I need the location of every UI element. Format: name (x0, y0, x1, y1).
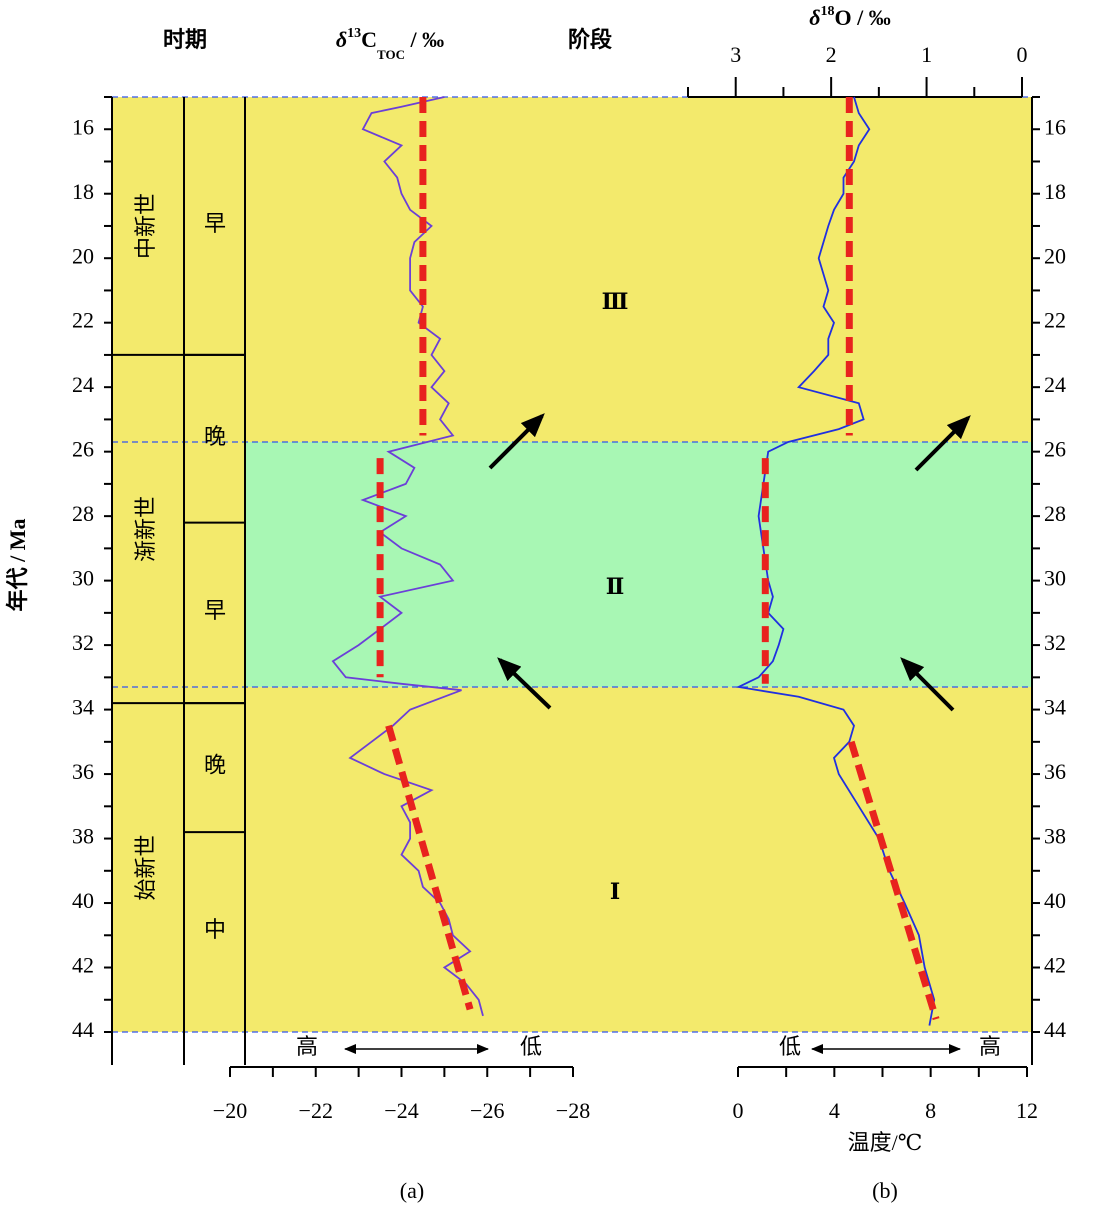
x-tick-label: 3 (730, 42, 741, 67)
panel-title-part: 18 (821, 4, 835, 19)
y-tick-label: 38 (72, 824, 94, 849)
stage-band (245, 441, 1032, 688)
y-tick-label: 34 (72, 695, 94, 720)
x-tick-label: −20 (213, 1098, 247, 1123)
direction-label: 高 (979, 1034, 1001, 1059)
trend-line (847, 740, 940, 1021)
panel-title-part: δ (336, 27, 347, 52)
y2-tick-label: 42 (1044, 953, 1066, 978)
y-tick-label: 42 (72, 953, 94, 978)
y2-tick-label: 28 (1044, 501, 1066, 526)
temperature-tick-label: 8 (925, 1098, 936, 1123)
y-tick-label: 26 (72, 437, 94, 462)
panel-title: δ18O / ‰ (809, 4, 891, 30)
y-tick-label: 40 (72, 888, 94, 913)
panel-label: (a) (400, 1178, 424, 1203)
y-tick-label: 24 (72, 372, 94, 397)
trend-arrow (914, 415, 971, 472)
y2-tick-label: 40 (1044, 888, 1066, 913)
y-tick-label: 44 (72, 1017, 94, 1042)
background (112, 97, 245, 1032)
stage-band (245, 97, 1032, 442)
data-line (331, 96, 484, 1017)
direction-label: 低 (779, 1034, 801, 1059)
y2-tick-label: 24 (1044, 372, 1066, 397)
y-tick-label: 36 (72, 759, 94, 784)
x-tick-label: −26 (470, 1098, 504, 1123)
temperature-tick-label: 12 (1016, 1098, 1038, 1123)
x-tick-label: −28 (556, 1098, 590, 1123)
y2-tick-label: 16 (1044, 114, 1066, 139)
panel-title-part: 13 (347, 26, 361, 41)
y2-tick-label: 30 (1044, 566, 1066, 591)
epoch-label: 始新世 (133, 835, 158, 901)
y2-tick-label: 18 (1044, 179, 1066, 204)
stage-label: Ⅱ (606, 574, 625, 599)
y-tick-label: 16 (72, 114, 94, 139)
y-tick-label: 22 (72, 308, 94, 333)
stage-header: 阶段 (568, 27, 612, 52)
subepoch-label: 中 (204, 917, 226, 942)
temperature-axis-label: 温度/℃ (848, 1130, 923, 1155)
y2-tick-label: 32 (1044, 630, 1066, 655)
epoch-label: 中新世 (133, 193, 158, 259)
panel-title-part: C (361, 27, 377, 52)
y2-tick-label: 20 (1044, 243, 1066, 268)
column-fill (112, 97, 245, 1032)
y2-tick-label: 38 (1044, 824, 1066, 849)
subepoch-label: 晚 (204, 424, 226, 449)
y-tick-label: 30 (72, 566, 94, 591)
trend-arrow (497, 657, 552, 710)
y-tick-label: 18 (72, 179, 94, 204)
panel-title-part: / ‰ (405, 27, 444, 52)
stage-band (245, 687, 1032, 1032)
trend-arrow (900, 657, 955, 712)
panel-title-part: O / ‰ (835, 5, 891, 30)
panel-title-part: TOC (377, 47, 405, 62)
y2-tick-label: 36 (1044, 759, 1066, 784)
x-tick-label: 2 (826, 42, 837, 67)
x-tick-label: 0 (1017, 42, 1028, 67)
stage-label: Ⅲ (602, 289, 629, 314)
y-tick-label: 20 (72, 243, 94, 268)
panel-title-part: δ (809, 5, 820, 30)
arrows (344, 413, 971, 1054)
temperature-tick-label: 4 (829, 1098, 840, 1123)
temperature-tick-label: 0 (733, 1098, 744, 1123)
x-tick-label: −22 (299, 1098, 333, 1123)
y-tick-label: 28 (72, 501, 94, 526)
direction-label: 高 (296, 1034, 318, 1059)
y-tick-label: 32 (72, 630, 94, 655)
panel-label: (b) (872, 1178, 898, 1203)
trend-arrow (488, 413, 545, 470)
panel-title: δ13CTOC / ‰ (336, 26, 444, 62)
x-tick-label: 1 (921, 42, 932, 67)
y2-tick-label: 44 (1044, 1017, 1066, 1042)
period-header: 时期 (163, 27, 207, 52)
y2-tick-label: 26 (1044, 437, 1066, 462)
subepoch-label: 早 (204, 598, 226, 623)
x-tick-label: −24 (384, 1098, 418, 1123)
direction-label: 低 (520, 1034, 542, 1059)
y2-tick-label: 22 (1044, 308, 1066, 333)
epoch-label: 渐新世 (133, 496, 158, 562)
subepoch-label: 早 (204, 211, 226, 236)
stage-label: Ⅰ (610, 879, 620, 904)
subepoch-label: 晚 (204, 753, 226, 778)
y-axis-label: 年代 / Ma (5, 519, 30, 612)
y2-tick-label: 34 (1044, 695, 1066, 720)
trend-line (385, 724, 474, 1011)
